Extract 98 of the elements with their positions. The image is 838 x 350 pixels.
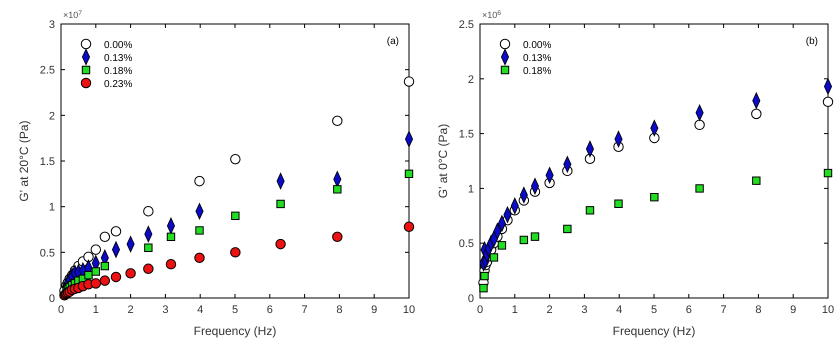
point xyxy=(100,262,110,270)
y-axis-title: G' at 20°C (Pa) xyxy=(17,120,31,202)
legend-label: 0.00% xyxy=(104,40,132,51)
legend-label: 0.13% xyxy=(523,53,552,64)
legend-label: 0.18% xyxy=(523,66,552,77)
point xyxy=(143,264,154,274)
x-axis-title: Frequency (Hz) xyxy=(612,324,696,338)
point xyxy=(143,206,154,216)
point xyxy=(276,200,285,208)
point xyxy=(479,284,488,292)
y-axis-title: G' at 0°C (Pa) xyxy=(436,124,450,198)
point xyxy=(92,267,100,276)
point xyxy=(110,272,122,282)
y-tick-label: 0.5 xyxy=(458,238,474,250)
y-tick-label: 1.5 xyxy=(40,156,55,168)
point xyxy=(230,154,241,164)
point xyxy=(614,200,623,208)
point xyxy=(125,268,136,279)
point xyxy=(584,154,596,164)
x-tick-label: 3 xyxy=(581,304,588,316)
point xyxy=(694,120,705,130)
x-tick-label: 7 xyxy=(720,304,727,316)
point xyxy=(586,206,594,215)
point xyxy=(332,116,343,126)
legend-label: 0.00% xyxy=(523,40,552,51)
x-tick-label: 4 xyxy=(616,304,622,316)
x-tick-label: 6 xyxy=(266,304,273,316)
point xyxy=(84,270,93,280)
point xyxy=(649,132,660,144)
x-tick-label: 5 xyxy=(232,304,238,316)
point xyxy=(83,252,94,262)
point xyxy=(498,241,506,250)
point xyxy=(404,76,414,87)
point xyxy=(110,226,122,237)
point xyxy=(275,238,286,250)
point xyxy=(194,252,205,264)
point xyxy=(530,232,540,241)
y-tick-label: 2 xyxy=(468,74,474,86)
y-tick-label: 2.5 xyxy=(40,64,55,77)
point xyxy=(751,108,762,120)
point xyxy=(332,232,343,242)
y-tick-label: 2 xyxy=(48,110,55,122)
point xyxy=(520,236,528,244)
point xyxy=(90,244,102,255)
point xyxy=(824,168,832,178)
x-tick-label: 1 xyxy=(92,304,99,316)
point xyxy=(404,222,414,232)
y-tick-label: 2.5 xyxy=(458,19,474,31)
y-tick-label: 1.5 xyxy=(458,128,474,141)
x-tick-label: 9 xyxy=(790,304,796,316)
x-axis-title: Frequency (Hz) xyxy=(194,324,276,338)
point xyxy=(166,258,176,270)
point xyxy=(404,170,414,178)
y-tick-label: 1 xyxy=(48,202,55,214)
point xyxy=(822,96,834,108)
y-tick-label: 1 xyxy=(468,183,474,196)
y-tick-label: 3 xyxy=(48,19,55,31)
legend-label: 0.23% xyxy=(104,79,132,90)
annotation: (a) xyxy=(386,36,399,47)
legend-label: 0.18% xyxy=(104,66,132,77)
x-tick-label: 2 xyxy=(546,304,553,316)
point xyxy=(695,184,704,193)
point xyxy=(333,185,342,194)
x-tick-label: 10 xyxy=(402,304,416,316)
x-tick-label: 5 xyxy=(650,304,658,316)
point xyxy=(166,232,176,242)
point xyxy=(144,244,153,252)
point xyxy=(231,212,240,220)
point xyxy=(563,224,572,234)
x-tick-label: 0 xyxy=(58,304,64,316)
x-tick-label: 3 xyxy=(162,304,168,316)
x-tick-label: 0 xyxy=(476,304,484,316)
point xyxy=(230,247,241,258)
point xyxy=(100,275,110,286)
x-tick-label: 4 xyxy=(197,304,204,316)
point xyxy=(650,192,659,202)
x-tick-label: 10 xyxy=(822,304,834,316)
x-tick-label: 6 xyxy=(686,304,692,316)
text: ×10$^{7}$ xyxy=(63,10,82,20)
point xyxy=(752,176,761,185)
x-tick-label: 9 xyxy=(371,304,378,316)
point xyxy=(194,176,205,186)
point xyxy=(90,278,102,289)
point xyxy=(100,232,110,242)
x-tick-label: 2 xyxy=(128,304,134,316)
x-tick-label: 1 xyxy=(512,304,518,316)
point xyxy=(195,226,204,235)
point xyxy=(490,253,498,262)
y-tick-label: 0 xyxy=(48,293,55,305)
annotation: (b) xyxy=(806,36,818,47)
text: ×10$^{6}$ xyxy=(482,10,502,20)
x-tick-label: 7 xyxy=(302,304,308,316)
x-tick-label: 8 xyxy=(755,304,762,316)
legend-label: 0.13% xyxy=(104,53,132,64)
y-tick-label: 0.5 xyxy=(40,247,55,260)
x-tick-label: 8 xyxy=(336,304,342,316)
point xyxy=(480,272,489,280)
y-tick-label: 0 xyxy=(468,293,474,305)
